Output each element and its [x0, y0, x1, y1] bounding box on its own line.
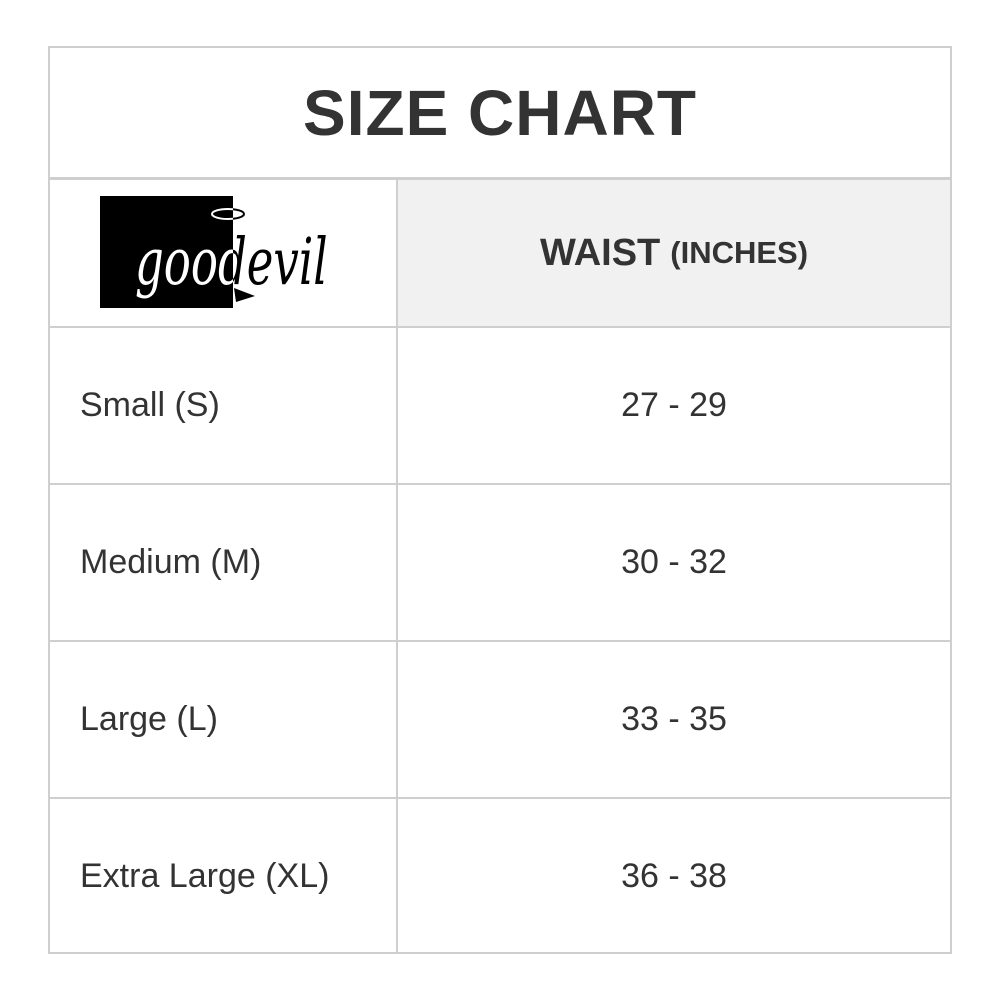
size-label: Medium (M): [50, 485, 398, 640]
halo-icon: [211, 207, 233, 220]
halo-icon: [233, 207, 245, 220]
unit-label: (INCHES): [670, 235, 809, 270]
table-row: Extra Large (XL) 36 - 38: [50, 799, 950, 954]
size-label: Extra Large (XL): [50, 799, 398, 954]
waist-value: 33 - 35: [621, 700, 727, 738]
logo-text: goodevil: [135, 224, 328, 300]
goodevil-logo: goodevil: [100, 195, 328, 308]
waist-header: WAIST (INCHES): [398, 180, 950, 326]
waist-value: 36 - 38: [621, 857, 727, 895]
brand-logo-cell: goodevil: [50, 180, 398, 326]
size-label: Small (S): [50, 328, 398, 483]
waist-value: 27 - 29: [621, 386, 727, 424]
table-row: Medium (M) 30 - 32: [50, 485, 950, 642]
devil-tail-icon: [234, 287, 255, 302]
measure-label: WAIST: [539, 231, 661, 274]
header-row: goodevil WAIST (INCHES): [50, 180, 950, 328]
table-row: Small (S) 27 - 29: [50, 328, 950, 485]
waist-value: 30 - 32: [621, 543, 727, 581]
logo-block: [100, 195, 233, 308]
table-row: Large (L) 33 - 35: [50, 642, 950, 799]
chart-title: SIZE CHART: [50, 48, 950, 180]
size-label: Large (L): [50, 642, 398, 797]
size-chart-table: SIZE CHART goodevil: [48, 46, 952, 954]
